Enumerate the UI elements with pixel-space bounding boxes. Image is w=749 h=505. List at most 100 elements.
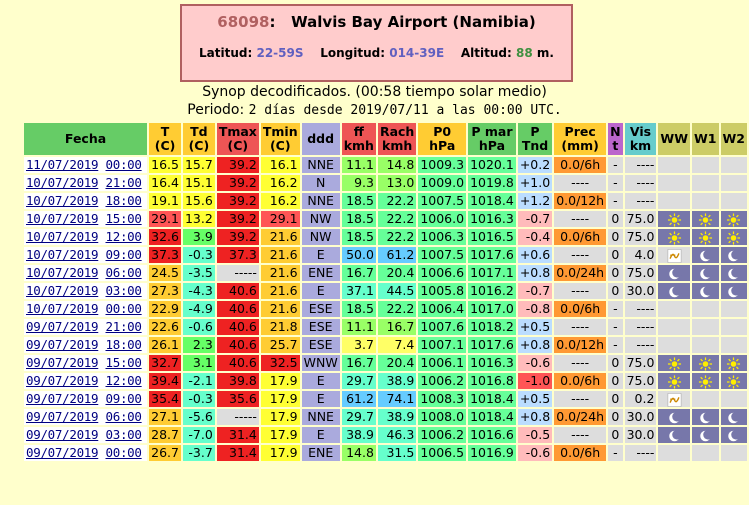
cell-rach: 44.5 xyxy=(377,283,417,299)
cell-t: 19.1 xyxy=(149,193,181,209)
header-tmin: Tmin (C) xyxy=(260,123,300,155)
table-header-row: Fecha T (C) Td (C) Tmax (C) Tmin (C) ddd ff k… xyxy=(24,123,747,155)
sun-icon xyxy=(726,355,741,371)
cell-td: 3.9 xyxy=(182,229,215,245)
row-date-cell: 09/07/2019 06:00 xyxy=(24,409,148,425)
cell-ddd: NNE xyxy=(301,193,340,209)
cell-p0: 1008.0 xyxy=(418,409,467,425)
row-date-link[interactable]: 10/07/2019 xyxy=(26,229,99,244)
cell-t: 27.3 xyxy=(149,283,181,299)
cell-ww xyxy=(658,355,690,371)
header-w1: W1 xyxy=(692,123,719,155)
row-date-link[interactable]: 09/07/2019 xyxy=(26,373,99,388)
row-time-link[interactable]: 12:00 xyxy=(105,229,142,244)
row-time-link[interactable]: 21:00 xyxy=(105,319,142,334)
row-time-link[interactable]: 15:00 xyxy=(105,211,142,226)
row-date-link[interactable]: 09/07/2019 xyxy=(26,391,99,406)
cell-pmar: 1016.9 xyxy=(468,445,516,461)
row-time-link[interactable]: 21:00 xyxy=(105,175,142,190)
row-date-link[interactable]: 09/07/2019 xyxy=(26,409,99,424)
cell-tmax: 31.4 xyxy=(216,445,259,461)
row-time-link[interactable]: 06:00 xyxy=(105,265,142,280)
header-rach: Rach kmh xyxy=(377,123,417,155)
cell-prec: ---- xyxy=(554,355,607,371)
cell-ff: 37.1 xyxy=(341,283,376,299)
row-date-link[interactable]: 10/07/2019 xyxy=(26,301,99,316)
cell-vis: 75.0 xyxy=(624,373,657,389)
cell-p0: 1006.3 xyxy=(418,229,467,245)
cell-vis: 75.0 xyxy=(624,211,657,227)
cell-ddd: NW xyxy=(301,211,340,227)
period-description: Periodo: 2 días desde 2019/07/11 a las 0… xyxy=(0,102,749,118)
row-time-link[interactable]: 09:00 xyxy=(105,391,142,406)
cell-tmin: 21.6 xyxy=(260,283,300,299)
sun-icon xyxy=(698,211,713,227)
cell-tmax: 39.2 xyxy=(216,175,259,191)
row-time-link[interactable]: 12:00 xyxy=(105,373,142,388)
cell-tmax: 40.6 xyxy=(216,337,259,353)
cell-rach: 22.2 xyxy=(377,211,417,227)
row-date-link[interactable]: 10/07/2019 xyxy=(26,211,99,226)
row-time-link[interactable]: 18:00 xyxy=(105,337,142,352)
cell-td: -3.7 xyxy=(182,445,215,461)
cell-rach: 38.9 xyxy=(377,409,417,425)
cell-td: -0.3 xyxy=(182,391,215,407)
row-time-link[interactable]: 06:00 xyxy=(105,409,142,424)
cell-p0: 1005.8 xyxy=(418,283,467,299)
moon-icon xyxy=(667,265,682,280)
cell-tmax: 39.2 xyxy=(216,157,259,173)
row-time-link[interactable]: 15:00 xyxy=(105,355,142,370)
table-row: 10/07/2019 21:00 16.4 15.1 39.2 16.2 N 9.3 13.0… xyxy=(24,175,747,191)
header-p0-label: P0 xyxy=(433,124,452,139)
row-time-link[interactable]: 09:00 xyxy=(105,247,142,262)
cell-pmar: 1018.2 xyxy=(468,319,516,335)
row-time-link[interactable]: 03:00 xyxy=(105,283,142,298)
station-code: 68098 xyxy=(217,13,270,31)
row-time-link[interactable]: 00:00 xyxy=(105,445,142,460)
cell-w1 xyxy=(692,355,719,371)
row-date-link[interactable]: 09/07/2019 xyxy=(26,337,99,352)
cell-ddd: E xyxy=(301,391,340,407)
cell-ff: 3.7 xyxy=(341,337,376,353)
row-date-link[interactable]: 11/07/2019 xyxy=(26,157,99,172)
cell-rach: 22.2 xyxy=(377,229,417,245)
cell-rach: 74.1 xyxy=(377,391,417,407)
cell-w2 xyxy=(720,409,747,425)
row-date-link[interactable]: 10/07/2019 xyxy=(26,247,99,262)
cell-ff: 61.2 xyxy=(341,391,376,407)
header-vis-unit: km xyxy=(629,138,652,153)
cell-t: 16.5 xyxy=(149,157,181,173)
row-date-link[interactable]: 09/07/2019 xyxy=(26,427,99,442)
row-date-link[interactable]: 09/07/2019 xyxy=(26,445,99,460)
cell-vis: ---- xyxy=(624,157,657,173)
header-ff: ff kmh xyxy=(341,123,376,155)
row-date-link[interactable]: 10/07/2019 xyxy=(26,175,99,190)
row-time-link[interactable]: 00:00 xyxy=(105,301,142,316)
cell-rach: 14.8 xyxy=(377,157,417,173)
cell-nt: 0 xyxy=(608,265,623,281)
header-ddd: ddd xyxy=(301,123,340,155)
cell-p0: 1006.1 xyxy=(418,355,467,371)
haze-icon xyxy=(667,247,682,263)
table-row: 10/07/2019 03:00 27.3 -4.3 40.6 21.6 E 37.1 44.… xyxy=(24,283,747,299)
sun-icon xyxy=(698,373,713,389)
cell-prec: ---- xyxy=(554,427,607,443)
row-date-link[interactable]: 09/07/2019 xyxy=(26,319,99,334)
cell-w2 xyxy=(720,265,747,281)
table-row: 10/07/2019 06:00 24.5 -3.5 ----- 21.6 ENE 16.7… xyxy=(24,265,747,281)
row-date-link[interactable]: 10/07/2019 xyxy=(26,193,99,208)
row-date-cell: 09/07/2019 15:00 xyxy=(24,355,148,371)
cell-tnd: -0.5 xyxy=(517,427,553,443)
row-time-link[interactable]: 03:00 xyxy=(105,427,142,442)
row-date-link[interactable]: 10/07/2019 xyxy=(26,265,99,280)
moon-icon xyxy=(698,427,713,442)
row-date-link[interactable]: 09/07/2019 xyxy=(26,355,99,370)
row-time-link[interactable]: 00:00 xyxy=(105,157,142,172)
header-td: Td (C) xyxy=(182,123,215,155)
row-date-cell: 09/07/2019 03:00 xyxy=(24,427,148,443)
row-date-cell: 10/07/2019 15:00 xyxy=(24,211,148,227)
cell-ddd: NNE xyxy=(301,409,340,425)
table-row: 11/07/2019 00:00 16.5 15.7 39.2 16.1 NNE 11.1 1… xyxy=(24,157,747,173)
row-time-link[interactable]: 18:00 xyxy=(105,193,142,208)
row-date-link[interactable]: 10/07/2019 xyxy=(26,283,99,298)
